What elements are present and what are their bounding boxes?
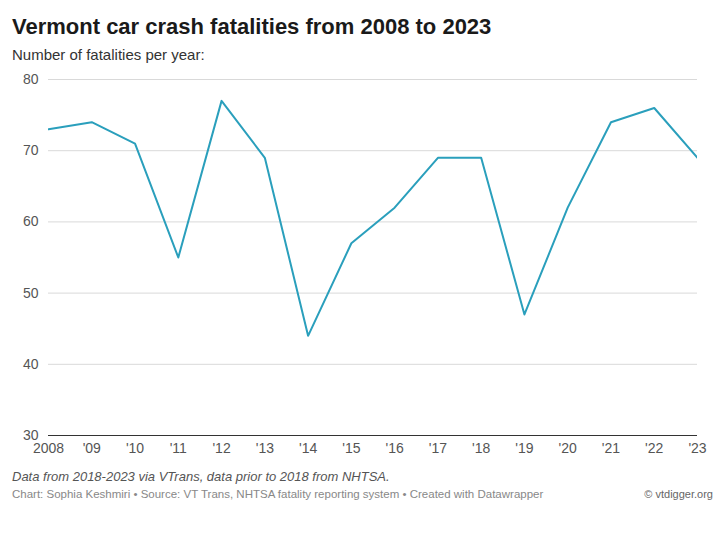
svg-text:'22: '22 — [645, 441, 663, 457]
svg-text:60: 60 — [23, 214, 39, 230]
svg-text:30: 30 — [22, 427, 39, 444]
svg-text:2008: 2008 — [33, 441, 64, 457]
svg-text:40: 40 — [23, 356, 39, 372]
svg-text:'14: '14 — [299, 441, 317, 457]
svg-text:'21: '21 — [602, 441, 620, 457]
svg-text:'09: '09 — [83, 441, 101, 457]
html-text:Number of fatalities per year:: Number of fatalities per year: — [12, 46, 205, 64]
svg-text:'19: '19 — [515, 441, 533, 457]
svg-text:'13: '13 — [256, 441, 274, 457]
html-text:Chart: Sophia Keshmiri • Sourc: Chart: Sophia Keshmiri • Source: VT Tran… — [12, 488, 544, 501]
svg-text:'17: '17 — [429, 441, 447, 457]
svg-text:'10: '10 — [126, 441, 144, 457]
html-text:Data from 2018-2023 via VTrans: Data from 2018-2023 via VTrans, data pri… — [12, 469, 390, 485]
svg-text:'12: '12 — [212, 441, 230, 457]
svg-text:70: 70 — [23, 143, 39, 159]
svg-text:'11: '11 — [170, 441, 187, 457]
svg-text:'18: '18 — [472, 441, 490, 457]
svg-text:'16: '16 — [386, 441, 404, 457]
svg-text:'15: '15 — [342, 441, 360, 457]
html-text:Vermont car crash fatalities f: Vermont car crash fatalities from 2008 t… — [12, 14, 492, 39]
svg-text:'23: '23 — [688, 441, 706, 457]
svg-text:80: 80 — [23, 71, 39, 87]
html-text:© vtdigger.org: © vtdigger.org — [644, 488, 713, 501]
svg-text:50: 50 — [23, 285, 39, 301]
svg-text:'20: '20 — [559, 441, 577, 457]
